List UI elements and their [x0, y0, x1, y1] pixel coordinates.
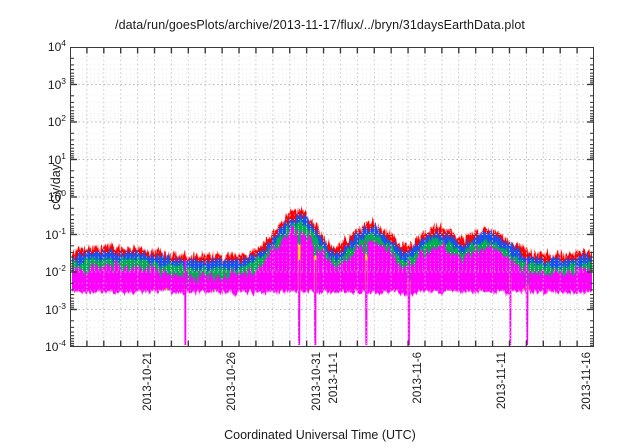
x-axis-tick-labels: 2013-10-21 2013-10-26 2013-10-31 2013-11-1 2…: [70, 352, 594, 436]
y-tick-label: 102: [47, 113, 66, 129]
x-tick-label: 2013-10-26: [225, 352, 238, 411]
y-tick-label: 10-3: [45, 300, 66, 317]
y-tick-label: 104: [47, 38, 66, 54]
x-tick-label: 2013-10-21: [141, 352, 154, 411]
x-tick-label: 2013-11-16: [581, 352, 594, 410]
y-tick-label: 10-1: [45, 225, 66, 242]
y-tick-label: 101: [47, 150, 66, 167]
series-plot-canvas: [71, 48, 593, 346]
y-axis-tick-labels: 104 103 102 101 100 10-1 10-2 10-3 10-4: [10, 39, 66, 354]
page-title: /data/run/goesPlots/archive/2013-11-17/f…: [115, 18, 525, 32]
x-axis-label: Coordinated Universal Time (UTC): [224, 428, 416, 442]
x-tick-label: 2013-11-6: [411, 352, 424, 404]
x-tick-label: 2013-10-31: [310, 352, 323, 411]
y-tick-label: 100: [47, 188, 66, 204]
x-tick-label: 2013-11-1: [327, 352, 340, 404]
x-tick-label: 2013-11-11: [496, 352, 509, 410]
y-tick-label: 10-4: [45, 338, 66, 354]
y-tick-label: 103: [47, 75, 66, 92]
y-tick-label: 10-2: [45, 263, 66, 279]
